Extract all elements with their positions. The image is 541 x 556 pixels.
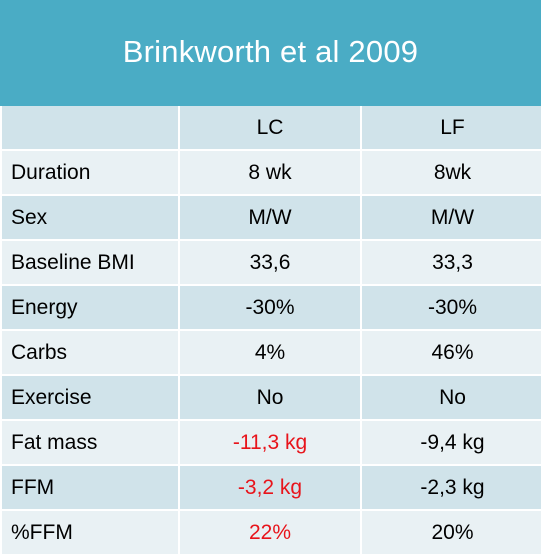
row-label: Energy: [2, 286, 178, 331]
lf-value: -9,4 kg: [362, 421, 541, 466]
slide-title: Brinkworth et al 2009: [122, 34, 419, 69]
lf-value: 20%: [362, 511, 541, 556]
lf-value: M/W: [362, 196, 541, 241]
row-label: FFM: [2, 466, 178, 511]
lc-value: 4%: [180, 331, 360, 376]
header-label-cell: [2, 106, 178, 151]
lc-value: No: [180, 376, 360, 421]
lc-value: -30%: [180, 286, 360, 331]
lc-value-highlight: 22%: [180, 511, 360, 556]
row-label: Exercise: [2, 376, 178, 421]
header-lc-cell: LC: [180, 106, 360, 151]
row-label: Carbs: [2, 331, 178, 376]
lf-value: No: [362, 376, 541, 421]
header-lf-cell: LF: [362, 106, 541, 151]
title-bar: Brinkworth et al 2009: [0, 0, 541, 106]
lf-value: -2,3 kg: [362, 466, 541, 511]
lc-value: M/W: [180, 196, 360, 241]
lc-value: 8 wk: [180, 151, 360, 196]
lf-value: 8wk: [362, 151, 541, 196]
comparison-table: LC LF Duration 8 wk 8wk Sex M/W M/W Base…: [2, 106, 541, 556]
row-label: Baseline BMI: [2, 241, 178, 286]
row-label: Fat mass: [2, 421, 178, 466]
lf-value: 46%: [362, 331, 541, 376]
row-label: Duration: [2, 151, 178, 196]
lf-value: -30%: [362, 286, 541, 331]
lc-value-highlight: -11,3 kg: [180, 421, 360, 466]
lf-value: 33,3: [362, 241, 541, 286]
row-label: Sex: [2, 196, 178, 241]
lc-value-highlight: -3,2 kg: [180, 466, 360, 511]
lc-value: 33,6: [180, 241, 360, 286]
row-label: %FFM: [2, 511, 178, 556]
